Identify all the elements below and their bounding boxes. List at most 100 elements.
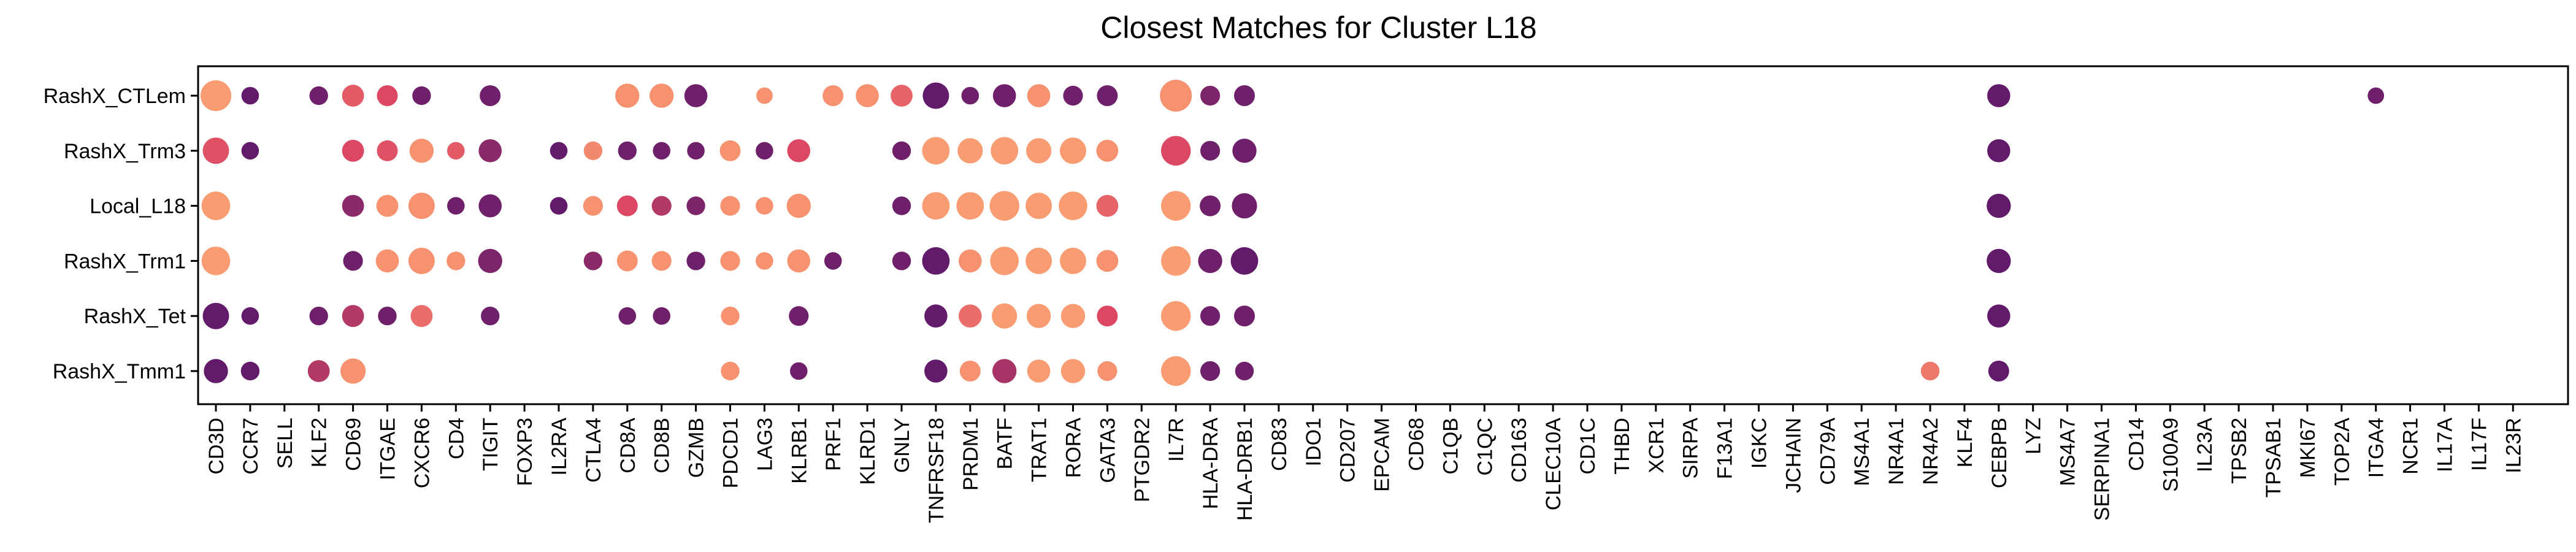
dot-Local_L18-CD4 [447,197,465,215]
y-tick-label: RashX_Trm3 [64,140,186,163]
y-axis: RashX_CTLem RashX_Trm3 Local_L18 RashX_Trm1… [44,85,198,383]
dot-RashX_Tmm1-TNFRSF18 [924,359,948,383]
dot-RashX_Trm1-TIGIT [478,248,502,274]
dot-RashX_Tet-GATA3 [1097,305,1118,327]
dot-RashX_Trm3-IL7R [1161,136,1191,166]
x-tick-label: GZMB [685,418,708,478]
dot-RashX_Trm1-CD4 [447,251,466,270]
dot-RashX_Trm3-RORA [1060,137,1086,164]
x-tick-label: MS4A1 [1850,418,1874,486]
x-tick-label: IL17F [2467,418,2491,471]
dot-RashX_CTLem-GNLY [891,85,913,107]
dot-RashX_CTLem-CXCR6 [412,86,431,105]
dot-RashX_Tet-HLA-DRB1 [1234,305,1255,327]
dot-Local_L18-PDCD1 [720,196,740,216]
dot-RashX_Tmm1-IL7R [1161,356,1191,386]
x-tick-label: PRDM1 [959,418,983,491]
dot-RashX_Tet-ITGAE [378,307,397,326]
dot-RashX_Trm3-CD4 [447,142,465,160]
x-tick-label: TPSB2 [2228,418,2251,484]
x-tick-label: SIRPA [1679,418,1703,479]
dot-RashX_Trm3-KLRB1 [787,139,811,163]
dot-RashX_Tmm1-NR4A2 [1920,361,1940,381]
dot-RashX_Trm3-GZMB [687,142,705,160]
y-tick-label: RashX_CTLem [44,85,186,108]
dot-RashX_CTLem-CD69 [342,85,364,107]
x-tick-label: KLRB1 [788,418,811,484]
dot-Local_L18-TNFRSF18 [922,192,950,220]
dot-RashX_Tet-TRAT1 [1026,304,1051,328]
x-tick-label: IL23R [2502,418,2525,473]
x-tick-label: NR4A1 [1885,418,1908,485]
dot-RashX_CTLem-KLF2 [309,86,328,105]
dot-RashX_Trm1-HLA-DRB1 [1230,247,1259,275]
dot-RashX_CTLem-GZMB [684,84,708,107]
x-tick-label: PRF1 [822,418,845,471]
x-tick-label: IL7R [1165,418,1188,462]
dot-Local_L18-PRDM1 [956,192,984,220]
x-tick-label: THBD [1611,418,1634,475]
dot-RashX_Trm1-CTLA4 [583,251,603,270]
dot-RashX_Trm1-CD3D [201,247,231,275]
x-tick-label: TIGIT [479,418,502,471]
dot-Local_L18-CD8A [616,195,638,217]
x-tick-label: IL2RA [548,418,571,476]
y-tick-label: RashX_Tmm1 [53,360,186,383]
x-tick-label: HLA-DRB1 [1233,418,1257,521]
dot-RashX_CTLem-HLA-DRA [1200,85,1221,106]
x-tick-label: MKI67 [2296,418,2320,478]
dot-RashX_Tmm1-TRAT1 [1027,359,1051,383]
dot-Local_L18-HLA-DRA [1200,195,1221,217]
x-tick-label: EPCAM [1371,418,1394,492]
dot-Local_L18-RORA [1059,191,1087,220]
dot-Local_L18-GATA3 [1096,194,1119,217]
dot-Local_L18-IL2RA [550,197,568,215]
dot-RashX_Trm1-KLRB1 [787,249,811,273]
dot-Local_L18-BATF [989,191,1019,221]
dot-RashX_Tet-CEBPB [1987,304,2011,328]
dot-Local_L18-CD3D [201,191,231,220]
y-tick-label: RashX_Tet [84,305,186,328]
dot-RashX_CTLem-ITGA4 [2367,87,2385,104]
dot-RashX_Trm1-GNLY [892,251,911,270]
dot-RashX_Trm3-CEBPB [1987,139,2011,163]
dot-RashX_Tet-PRDM1 [959,304,982,328]
dot-RashX_CTLem-RORA [1063,85,1083,106]
dot-RashX_Tet-PDCD1 [721,307,740,326]
dot-RashX_Trm1-PDCD1 [720,251,740,271]
dot-RashX_Tmm1-HLA-DRB1 [1235,361,1254,381]
dot-RashX_Trm1-TNFRSF18 [922,247,950,275]
dot-RashX_Trm3-CTLA4 [583,141,603,160]
x-tick-label: C1QC [1473,418,1497,475]
dot-RashX_Tmm1-BATF [992,359,1017,383]
x-tick-label: PTGDR2 [1130,418,1154,502]
dot-RashX_CTLem-TNFRSF18 [922,82,949,109]
x-tick-label: IL23A [2193,418,2217,472]
dot-RashX_Tmm1-CCR7 [240,361,260,381]
dot-RashX_Trm1-CEBPB [1987,248,2011,274]
x-tick-label: CD4 [445,418,468,459]
dot-RashX_Trm3-CD3D [202,137,229,164]
dot-RashX_Trm1-CD69 [343,251,363,271]
x-tick-label: ITGAE [377,418,400,480]
dot-RashX_Tet-IL7R [1161,301,1191,331]
x-tick-label: NR4A2 [1919,418,1942,485]
dot-RashX_Tet-KLRB1 [789,306,809,326]
dot-Local_L18-IL7R [1161,191,1191,221]
dot-Local_L18-GZMB [686,196,705,215]
x-tick-label: TOP2A [2331,418,2354,486]
x-tick-label: S100A9 [2159,418,2182,492]
dot-RashX_CTLem-GATA3 [1097,85,1118,106]
dot-RashX_Trm3-PRDM1 [957,138,983,164]
x-tick-label: CD163 [1508,418,1531,483]
x-tick-label: CTLA4 [582,418,605,483]
x-tick-label: JCHAIN [1782,418,1805,493]
dot-RashX_Tet-RORA [1060,304,1086,328]
x-tick-label: PDCD1 [719,418,743,488]
dot-RashX_Tmm1-KLF2 [307,360,330,382]
x-tick-label: CD207 [1336,418,1360,483]
dot-RashX_Tet-CD8B [653,307,670,325]
dot-RashX_Tmm1-CD3D [204,359,228,383]
x-tick-label: CLEC10A [1542,418,1565,511]
